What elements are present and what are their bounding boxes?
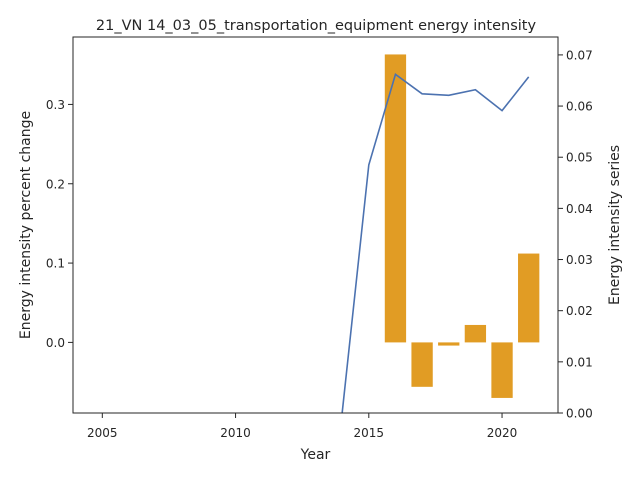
x-tick-label: 2015 (354, 426, 385, 440)
plot-frame (72, 36, 559, 414)
right-tick-label: 0.06 (566, 100, 593, 114)
right-tick-label: 0.01 (566, 355, 593, 369)
x-tick-label: 2020 (487, 426, 518, 440)
left-tick-label: 0.2 (46, 177, 65, 191)
right-tick-label: 0.03 (566, 253, 593, 267)
x-axis-ticks: 2005 2010 2015 2020 (87, 413, 517, 440)
bar-2019 (464, 324, 487, 343)
bar-2020 (491, 342, 513, 398)
bar-series (384, 54, 540, 398)
left-tick-label: 0.0 (46, 336, 65, 350)
right-tick-label: 0.05 (566, 151, 593, 165)
right-tick-label: 0.02 (566, 304, 593, 318)
x-tick-label: 2005 (87, 426, 118, 440)
right-tick-label: 0.04 (566, 202, 593, 216)
right-axis-label: Energy intensity series (607, 145, 623, 305)
left-tick-label: 0.3 (46, 98, 65, 112)
bar-2018 (438, 342, 460, 346)
x-tick-label: 2010 (220, 426, 251, 440)
bar-2016 (384, 54, 407, 343)
right-tick-label: 0.00 (566, 407, 593, 421)
left-axis-ticks: 0.0 0.1 0.2 0.3 (46, 98, 73, 350)
right-axis-ticks: 0.00 0.01 0.02 0.03 0.04 0.05 0.06 0.07 (558, 48, 593, 421)
left-axis-label: Energy intensity percent change (18, 111, 34, 339)
x-axis-label: Year (300, 447, 331, 463)
bar-2021 (518, 253, 540, 343)
line-series (341, 73, 530, 414)
left-tick-label: 0.1 (46, 257, 65, 271)
bar-2017 (411, 342, 433, 387)
right-tick-label: 0.07 (566, 48, 593, 62)
intensity-line (341, 73, 530, 414)
chart-title: 21_VN 14_03_05_transportation_equipment … (96, 18, 537, 34)
